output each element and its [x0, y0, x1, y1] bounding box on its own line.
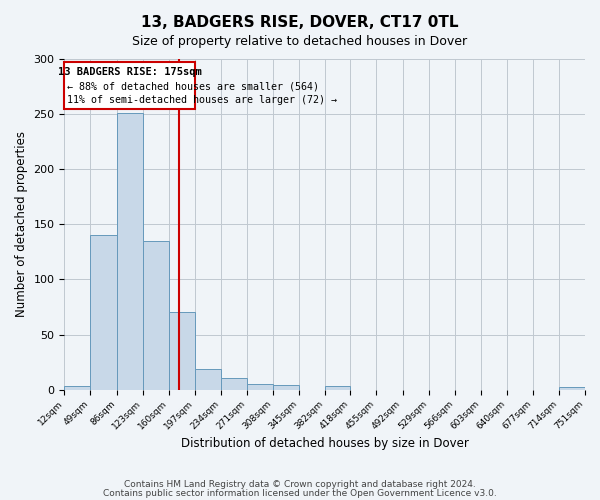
Bar: [325, 386, 350, 390]
Bar: [247, 384, 273, 390]
Text: ← 88% of detached houses are smaller (564): ← 88% of detached houses are smaller (56…: [67, 81, 319, 91]
Bar: [195, 368, 221, 390]
Bar: [91, 236, 116, 390]
Y-axis label: Number of detached properties: Number of detached properties: [15, 132, 28, 318]
Bar: [221, 378, 247, 390]
Bar: [116, 113, 143, 390]
Text: Contains HM Land Registry data © Crown copyright and database right 2024.: Contains HM Land Registry data © Crown c…: [124, 480, 476, 489]
FancyBboxPatch shape: [64, 62, 195, 108]
Text: Contains public sector information licensed under the Open Government Licence v3: Contains public sector information licen…: [103, 488, 497, 498]
Bar: [169, 312, 195, 390]
Text: 13, BADGERS RISE, DOVER, CT17 0TL: 13, BADGERS RISE, DOVER, CT17 0TL: [141, 15, 459, 30]
Text: Size of property relative to detached houses in Dover: Size of property relative to detached ho…: [133, 35, 467, 48]
Bar: [143, 241, 169, 390]
Bar: [559, 388, 585, 390]
X-axis label: Distribution of detached houses by size in Dover: Distribution of detached houses by size …: [181, 437, 469, 450]
Text: 13 BADGERS RISE: 175sqm: 13 BADGERS RISE: 175sqm: [58, 66, 202, 76]
Bar: [273, 385, 299, 390]
Text: 11% of semi-detached houses are larger (72) →: 11% of semi-detached houses are larger (…: [67, 96, 337, 106]
Bar: [64, 386, 91, 390]
